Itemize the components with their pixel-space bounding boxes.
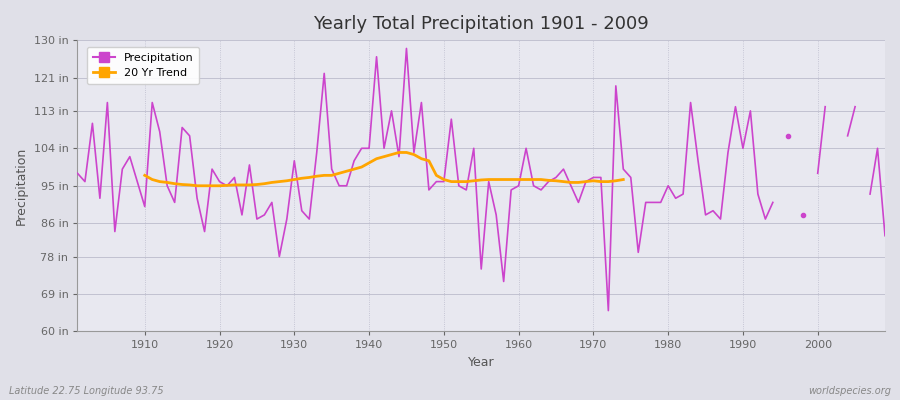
Text: worldspecies.org: worldspecies.org xyxy=(808,386,891,396)
Y-axis label: Precipitation: Precipitation xyxy=(15,147,28,225)
Title: Yearly Total Precipitation 1901 - 2009: Yearly Total Precipitation 1901 - 2009 xyxy=(313,15,649,33)
Text: Latitude 22.75 Longitude 93.75: Latitude 22.75 Longitude 93.75 xyxy=(9,386,164,396)
Legend: Precipitation, 20 Yr Trend: Precipitation, 20 Yr Trend xyxy=(87,47,199,84)
X-axis label: Year: Year xyxy=(468,356,494,369)
